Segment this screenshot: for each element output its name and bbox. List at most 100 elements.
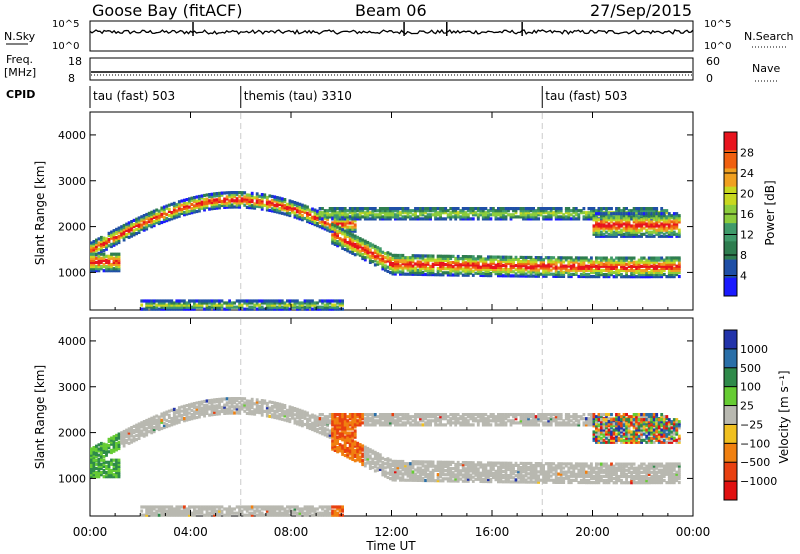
power-cell [145, 301, 149, 305]
velocity-cell [145, 509, 149, 513]
colorbar-tick-label: 12 [740, 229, 754, 242]
power-cell [497, 267, 500, 272]
power-cell [213, 206, 216, 210]
power-cell [471, 263, 475, 267]
velocity-cell [316, 513, 319, 517]
power-cell [504, 217, 508, 221]
power-cell [341, 217, 344, 221]
velocity-cell [389, 421, 392, 425]
velocity-cell [97, 475, 101, 479]
power-cell [461, 263, 465, 267]
velocity-cell [100, 452, 103, 456]
velocity-cell [92, 473, 96, 477]
power-cell [296, 208, 299, 212]
power-cell [419, 266, 422, 270]
velocity-cell [298, 419, 302, 423]
power-cell [278, 206, 282, 211]
velocity-cell [203, 505, 206, 509]
power-cell [554, 270, 558, 274]
power-cell [373, 215, 377, 219]
power-cell [190, 206, 194, 211]
power-cell [424, 264, 427, 268]
power-cell [569, 274, 573, 279]
velocity-cell [331, 417, 334, 421]
velocity-cell [351, 455, 355, 459]
power-cell [130, 220, 133, 224]
velocity-cell [326, 505, 329, 509]
velocity-cell [270, 405, 274, 409]
velocity-cell [409, 472, 412, 476]
velocity-cell [394, 421, 397, 425]
power-cell [416, 260, 420, 264]
power-cell [672, 275, 676, 279]
power-cell [167, 305, 171, 309]
velocity-cell [145, 505, 149, 509]
power-cell [625, 268, 628, 273]
power-cell [95, 252, 98, 256]
power-cell [635, 228, 638, 232]
power-cell [389, 215, 392, 219]
power-cell [585, 215, 588, 219]
velocity-cell [213, 398, 216, 402]
power-cell [311, 215, 314, 219]
velocity-cell [92, 456, 96, 460]
power-cell [650, 220, 654, 224]
power-cell [321, 213, 324, 217]
velocity-cell [115, 437, 118, 442]
power-cell [371, 209, 375, 213]
power-cell [632, 207, 636, 211]
power-cell [434, 262, 437, 266]
power-cell [190, 307, 194, 311]
velocity-cell [117, 440, 121, 444]
power-cell [602, 222, 606, 226]
power-cell [494, 272, 498, 276]
power-cell [607, 262, 611, 266]
power-cell [115, 236, 118, 240]
power-cell [502, 255, 505, 259]
power-cell [228, 195, 231, 199]
power-cell [195, 199, 199, 203]
power-cell [147, 224, 151, 228]
velocity-cell [313, 416, 317, 420]
velocity-cell [378, 421, 382, 425]
power-cell [175, 215, 179, 219]
power-cell [218, 299, 221, 303]
power-cell [331, 209, 334, 213]
power-cell [574, 256, 578, 260]
power-cell [529, 258, 533, 262]
velocity-cell [356, 421, 360, 425]
power-cell [620, 224, 623, 228]
power-cell [469, 255, 473, 259]
velocity-cell [366, 417, 370, 421]
power-cell [135, 221, 138, 225]
velocity-cell [341, 509, 344, 513]
power-cell [464, 267, 468, 271]
velocity-cell [140, 429, 144, 433]
power-cell [419, 256, 422, 260]
velocity-cell [353, 431, 357, 435]
power-cell [389, 260, 392, 264]
power-cell [112, 258, 116, 262]
power-cell [117, 265, 121, 269]
velocity-cell [142, 432, 146, 436]
power-cell [205, 199, 209, 203]
velocity-cell [421, 419, 425, 423]
velocity-cell [215, 410, 219, 414]
power-cell [220, 303, 224, 307]
power-cell [677, 218, 681, 222]
power-cell [590, 262, 593, 266]
power-cell [567, 215, 571, 219]
power-cell [296, 201, 299, 205]
power-cell [627, 275, 631, 279]
power-cell [353, 219, 357, 223]
power-cell [331, 215, 334, 219]
power-cell [504, 215, 508, 219]
velocity-cell [386, 471, 390, 475]
velocity-cell [381, 456, 385, 460]
power-cell [421, 211, 425, 215]
power-cell [652, 258, 656, 262]
power-cell [185, 303, 189, 307]
power-cell [497, 207, 500, 211]
power-cell [444, 267, 448, 271]
velocity-cell [243, 505, 247, 509]
